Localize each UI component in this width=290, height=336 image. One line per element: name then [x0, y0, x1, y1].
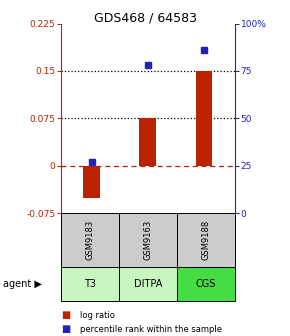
Bar [83, 166, 100, 198]
Text: percentile rank within the sample: percentile rank within the sample [80, 325, 222, 334]
Text: DITPA: DITPA [134, 279, 162, 289]
Text: GSM9183: GSM9183 [85, 220, 95, 260]
Text: T3: T3 [84, 279, 96, 289]
Text: ■: ■ [61, 310, 70, 320]
Text: GSM9163: GSM9163 [143, 220, 153, 260]
Text: ■: ■ [61, 324, 70, 334]
Bar [196, 71, 213, 166]
Text: agent ▶: agent ▶ [3, 279, 42, 289]
Text: CGS: CGS [196, 279, 216, 289]
Text: GDS468 / 64583: GDS468 / 64583 [93, 12, 197, 25]
Bar [139, 119, 156, 166]
Text: GSM9188: GSM9188 [201, 220, 211, 260]
Text: log ratio: log ratio [80, 311, 115, 320]
